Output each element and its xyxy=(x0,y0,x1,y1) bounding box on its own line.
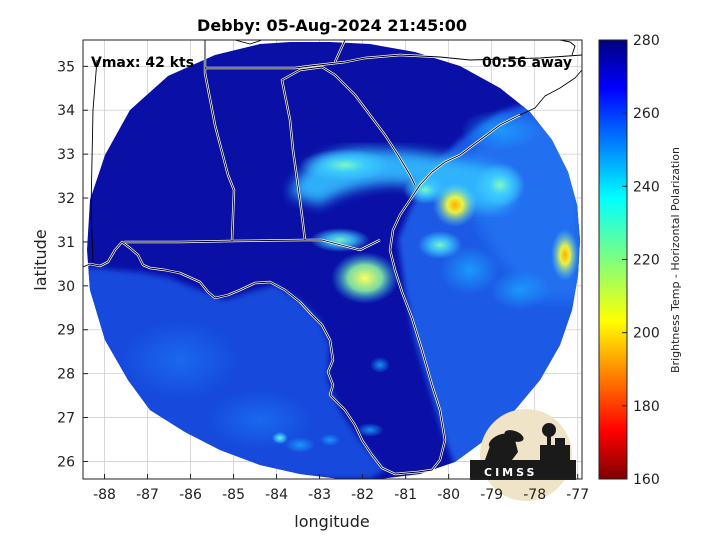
x-tick-label: -87 xyxy=(136,487,159,503)
x-tick-label: -88 xyxy=(93,487,116,503)
y-tick-label: 28 xyxy=(57,367,75,383)
y-tick-label: 30 xyxy=(57,279,75,295)
cimss-logo-text: CIMSS xyxy=(484,466,537,479)
colorbar-tick-label: 180 xyxy=(633,399,660,415)
y-tick-label: 26 xyxy=(57,454,75,470)
x-tick-label: -83 xyxy=(308,487,331,503)
axes-frame xyxy=(82,39,583,480)
colorbar-tick-label: 200 xyxy=(633,326,660,342)
x-axis-label: longitude xyxy=(294,512,369,531)
colorbar-tick-label: 260 xyxy=(633,106,660,122)
x-tick-label: -84 xyxy=(265,487,288,503)
x-tick-label: -77 xyxy=(566,487,589,503)
colorbar-label: Brightness Temp - Horizontal Polarizatio… xyxy=(669,147,682,373)
y-tick-label: 31 xyxy=(57,235,75,251)
x-tick-label: -79 xyxy=(480,487,503,503)
x-tick-label: -82 xyxy=(351,487,374,503)
chart-title: Debby: 05-Aug-2024 21:45:00 xyxy=(197,16,467,35)
x-tick-label: -85 xyxy=(222,487,245,503)
y-tick-label: 29 xyxy=(57,323,75,339)
time-away-annotation: 00:56 away xyxy=(482,55,572,71)
x-tick-label: -78 xyxy=(523,487,546,503)
colorbar-ticks: 280 260 240 220 200 180 160 xyxy=(622,33,660,488)
y-tick-label: 27 xyxy=(57,411,75,427)
coastlines-borders xyxy=(83,40,582,476)
brightness-temperature-swath xyxy=(87,42,580,479)
vmax-annotation: Vmax: 42 kts xyxy=(91,55,194,71)
y-tick-label: 34 xyxy=(57,103,75,119)
cimss-logo: CIMSS xyxy=(470,409,576,501)
y-tick-label: 32 xyxy=(57,191,75,207)
x-tick-label: -80 xyxy=(437,487,460,503)
x-tick-label: -86 xyxy=(179,487,202,503)
x-axis-ticks: -88 -87 -86 -85 -84 -83 -82 -81 -80 -79 -78 -77 xyxy=(93,474,589,503)
y-axis-label: latitude xyxy=(31,229,50,290)
y-axis-ticks: 26 27 28 29 30 31 32 33 34 35 xyxy=(57,59,88,470)
y-tick-label: 33 xyxy=(57,147,75,163)
colorbar-tick-label: 220 xyxy=(633,253,660,269)
y-tick-label: 35 xyxy=(57,59,75,75)
colorbar-tick-label: 280 xyxy=(633,33,660,49)
x-tick-label: -81 xyxy=(394,487,417,503)
colorbar-tick-label: 160 xyxy=(633,472,660,488)
colorbar-tick-label: 240 xyxy=(633,179,660,195)
